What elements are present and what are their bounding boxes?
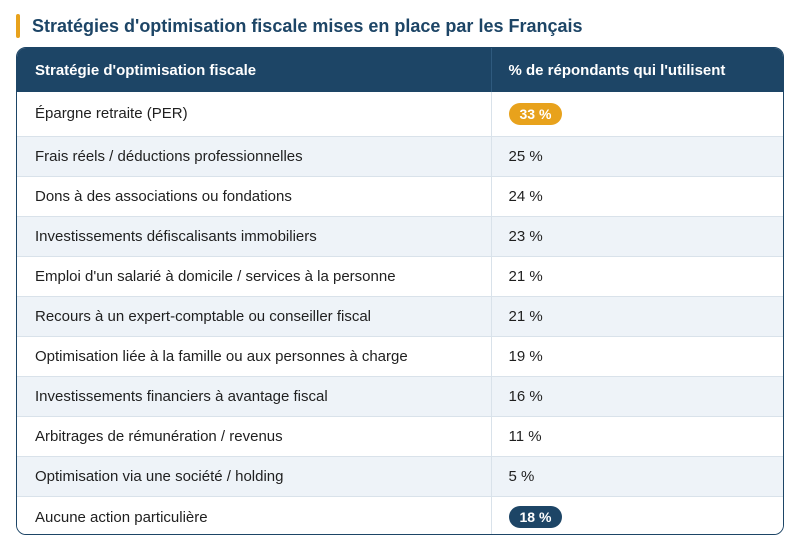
- strategy-cell: Optimisation via une société / holding: [17, 456, 491, 497]
- table-row: Recours à un expert-comptable ou conseil…: [17, 296, 783, 337]
- table-row: Investissements financiers à avantage fi…: [17, 376, 783, 417]
- page-title: Stratégies d'optimisation fiscale mises …: [32, 15, 583, 36]
- table-row: Optimisation liée à la famille ou aux pe…: [17, 336, 783, 377]
- table-row: Épargne retraite (PER) 33 %: [17, 92, 783, 137]
- percent-cell: 16 %: [490, 376, 783, 417]
- table-row: Optimisation via une société / holding 5 …: [17, 456, 783, 497]
- percent-cell: 18 %: [490, 496, 783, 534]
- table-row: Arbitrages de rémunération / revenus 11 %: [17, 416, 783, 457]
- column-header-percent: % de répondants qui l'utilisent: [490, 48, 783, 92]
- strategy-cell: Investissements financiers à avantage fi…: [17, 376, 491, 417]
- percent-cell: 5 %: [490, 456, 783, 497]
- strategy-cell: Optimisation liée à la famille ou aux pe…: [17, 336, 491, 377]
- percent-cell: 21 %: [490, 256, 783, 297]
- table-row: Frais réels / déductions professionnelle…: [17, 136, 783, 177]
- percent-cell: 21 %: [490, 296, 783, 337]
- percent-cell: 23 %: [490, 216, 783, 257]
- strategy-cell: Épargne retraite (PER): [17, 92, 491, 137]
- strategy-cell: Arbitrages de rémunération / revenus: [17, 416, 491, 457]
- title-bar: Stratégies d'optimisation fiscale mises …: [16, 12, 583, 40]
- strategies-table-card: Stratégie d'optimisation fiscale % de ré…: [16, 47, 784, 535]
- percent-cell: 25 %: [490, 136, 783, 177]
- title-accent-bar: [16, 14, 20, 38]
- highlight-badge: 18 %: [508, 506, 563, 529]
- strategy-cell: Investissements défiscalisants immobilie…: [17, 216, 491, 257]
- percent-cell: 11 %: [490, 416, 783, 457]
- percent-cell: 19 %: [490, 336, 783, 377]
- table-header-row: Stratégie d'optimisation fiscale % de ré…: [17, 48, 783, 92]
- strategy-cell: Aucune action particulière: [35, 508, 208, 526]
- strategy-cell: Dons à des associations ou fondations: [17, 176, 491, 217]
- table-row: Dons à des associations ou fondations 24 …: [17, 176, 783, 217]
- table-row: Emploi d'un salarié à domicile / service…: [17, 256, 783, 297]
- percent-cell: 33 %: [490, 92, 783, 137]
- table-row: Investissements défiscalisants immobilie…: [17, 216, 783, 257]
- table-row: Aucune action particulière 18 %: [17, 496, 783, 534]
- column-header-strategy: Stratégie d'optimisation fiscale: [35, 61, 257, 79]
- strategy-cell: Frais réels / déductions professionnelle…: [17, 136, 491, 177]
- percent-cell: 24 %: [490, 176, 783, 217]
- strategy-cell: Recours à un expert-comptable ou conseil…: [17, 296, 491, 337]
- highlight-badge: 33 %: [508, 102, 563, 125]
- strategy-cell: Emploi d'un salarié à domicile / service…: [17, 256, 491, 297]
- strategies-table: Stratégie d'optimisation fiscale % de ré…: [17, 48, 783, 534]
